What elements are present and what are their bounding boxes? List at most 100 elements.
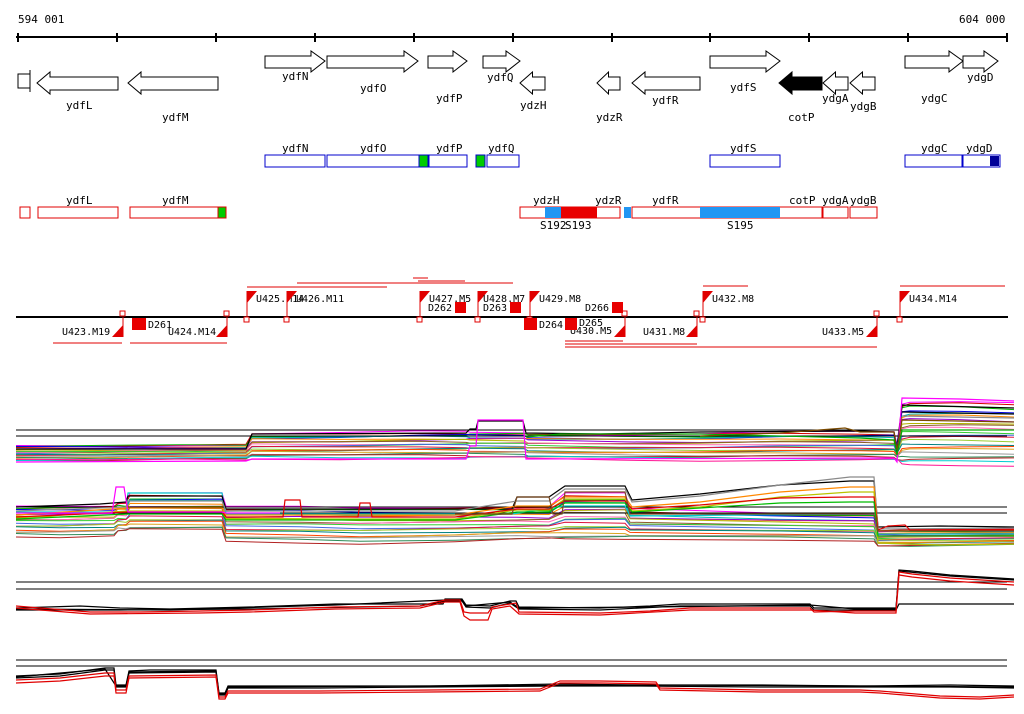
probe-flag-icon[interactable] [112,325,123,337]
transcript-label-ydgD: ydgD [966,142,993,155]
probe-label-D265: D265 [579,318,603,329]
probe-box-D266[interactable] [612,302,623,313]
gene-ydgB[interactable] [849,70,876,96]
ruler-start-coordinate: 594 001 [18,13,65,26]
probe-box-D264[interactable] [524,318,537,330]
probe-box-D262[interactable] [455,302,466,313]
probe-flag-icon[interactable] [216,325,227,337]
gene-ydfQ[interactable] [482,50,521,74]
transcript-outline[interactable] [19,206,31,219]
gene-label-ydfL: ydfL [66,99,93,112]
expressed-segment-marker[interactable] [418,154,429,168]
gene-label-ydfM: ydfM [162,111,189,124]
gene-ydfP[interactable] [427,50,468,74]
gene-ydzR[interactable] [596,70,621,96]
gene-ydfR[interactable] [631,70,701,96]
probe-flag-icon[interactable] [478,291,488,303]
navy-segment-marker[interactable] [990,156,999,166]
probe-base-marker [693,310,700,317]
probe-flag-icon[interactable] [686,325,697,337]
transcript-ydfQ[interactable] [486,154,520,168]
transcript-ydfN[interactable] [264,154,326,168]
probe-label-D263: D263 [483,303,507,314]
transcript-label-ydzR: ydzR [595,194,622,207]
gene-label-ydfR: ydfR [652,94,679,107]
ruler-end-coordinate: 604 000 [959,13,1006,26]
gene-ydgC[interactable] [904,50,964,74]
gene-ydfN[interactable] [264,50,326,74]
probe-flag-icon[interactable] [287,291,297,303]
probe-box-D261[interactable] [132,318,146,330]
gene-ydfL[interactable] [36,70,119,96]
probe-label-D266: D266 [585,303,609,314]
probe-label-U428.M7: U428.M7 [483,294,525,305]
signal-series [15,569,1015,610]
gene-ydfS[interactable] [709,50,781,74]
transcript-ydfS[interactable] [709,154,781,168]
signal-series [15,669,1015,696]
signal-series [15,496,1014,531]
transcript-track-blue: ydfN ydfO ydfP ydfQ ydfS ydgC ydgD [264,142,1001,168]
transcript-outline[interactable] [37,206,119,219]
probe-box-D265[interactable] [565,318,577,330]
signal-series [15,574,1015,621]
gene-ydfM[interactable] [127,70,219,96]
transcript-ydfO[interactable] [326,154,420,168]
segment-label-S195: S195 [727,219,754,232]
segment-label-S193: S193 [565,219,592,232]
gene-label-ydfQ: ydfQ [487,71,514,84]
gene-ydfO[interactable] [326,50,419,74]
signal-series [15,528,1015,547]
probe-flag-icon[interactable] [703,291,713,303]
expression-panel-3 [15,569,1015,621]
gene-stub[interactable] [17,73,31,89]
probe-base-marker [416,316,423,323]
gene-ydgD[interactable] [962,50,999,74]
probe-flag-icon[interactable] [614,325,625,337]
probe-flag-icon[interactable] [420,291,430,303]
transcript-outline[interactable] [822,206,849,219]
probe-label-U424.M14: U424.M14 [168,327,216,338]
transcript-label-ydgB: ydgB [850,194,877,207]
probe-base-marker [223,310,230,317]
transcript-label-ydfQ: ydfQ [488,142,515,155]
probe-base-marker [243,316,250,323]
segment-fill-blue[interactable] [700,207,780,218]
gene-cotP[interactable] [778,70,823,96]
transcript-label-ydfP: ydfP [436,142,463,155]
gene-label-ydfS: ydfS [730,81,757,94]
signal-series [15,570,1015,611]
transcript-label-ydgC: ydgC [921,142,948,155]
gene-label-ydfO: ydfO [360,82,387,95]
probe-flag-icon[interactable] [900,291,910,303]
gene-label-ydzR: ydzR [596,111,623,124]
transcript-outline[interactable] [849,206,878,219]
transcript-label-ydfS: ydfS [730,142,757,155]
signal-series [15,438,1015,456]
probe-label-U429.M8: U429.M8 [539,294,581,305]
gene-label-ydgD: ydgD [967,71,994,84]
expressed-segment-marker[interactable] [475,154,486,168]
transcript-ydgC[interactable] [904,154,963,168]
expression-panel-4 [15,659,1015,700]
ruler-track [16,33,1008,42]
segment-fill-blue[interactable] [624,207,631,218]
segment-fill-red[interactable] [561,207,597,218]
probe-flag-icon[interactable] [866,325,877,337]
probe-flag-icon[interactable] [247,291,257,303]
gene-ydgA[interactable] [822,70,849,96]
transcript-label-ydgA: ydgA [822,194,849,207]
transcript-ydfP[interactable] [428,154,468,168]
segment-label-S192: S192 [540,219,567,232]
probe-box-D263[interactable] [510,302,521,313]
transcript-label-ydfN: ydfN [282,142,309,155]
probe-flag-icon[interactable] [530,291,540,303]
segment-fill-blue[interactable] [545,207,561,218]
gene-label-ydgB: ydgB [850,100,877,113]
transcript-label-ydfM: ydfM [162,194,189,207]
transcript-outline[interactable] [129,206,219,219]
gene-ydzH[interactable] [519,70,546,96]
segment-fill-green[interactable] [217,206,227,219]
